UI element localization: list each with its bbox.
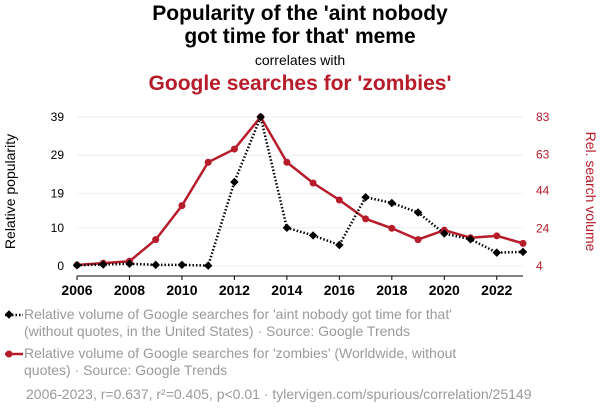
legend-swatch-dotted-diamond-icon xyxy=(4,310,23,319)
grid-lines xyxy=(77,116,523,267)
y-tick-left: 0 xyxy=(57,259,64,273)
x-tick-label: 2006 xyxy=(61,282,92,298)
chart-subtitle: Google searches for 'zombies' xyxy=(148,72,452,95)
legend-text-zombies-line1: Relative volume of Google searches for '… xyxy=(24,345,457,361)
x-tick-label: 2012 xyxy=(219,282,250,298)
x-tick-label: 2020 xyxy=(429,282,460,298)
x-tick-label: 2008 xyxy=(114,282,145,298)
point-zombies xyxy=(362,215,370,223)
x-tick-label: 2016 xyxy=(324,282,355,298)
x-tick-label: 2018 xyxy=(376,282,407,298)
point-zombies xyxy=(178,202,186,210)
chart-title-line1: Popularity of the 'aint nobody xyxy=(152,2,448,25)
y-tick-right: 83 xyxy=(536,110,550,124)
legend-swatch-solid-circle-icon xyxy=(5,350,23,358)
legend-text-zombies-line2: quotes) · Source: Google Trends xyxy=(24,362,228,378)
series-layer xyxy=(72,112,528,270)
point-zombies xyxy=(152,236,160,244)
point-meme xyxy=(361,192,370,202)
line-chart: 0 10 19 29 39 4 24 44 63 83 2006 2008 2010 2012 2014 20… xyxy=(2,110,599,298)
legend-text-meme: Relative volume of Google searches for '… xyxy=(24,306,584,340)
x-tick-label: 2010 xyxy=(166,282,197,298)
y-axis-label-left: Relative popularity xyxy=(2,134,18,249)
y-tick-left: 10 xyxy=(51,221,65,235)
legend-text-zombies: Relative volume of Google searches for '… xyxy=(24,345,584,379)
point-meme xyxy=(125,259,134,268)
y-tick-right: 63 xyxy=(536,148,550,162)
point-meme xyxy=(203,261,213,270)
legend-text-meme-line2: (without quotes, in the United States) ·… xyxy=(24,323,410,339)
point-meme xyxy=(518,247,528,257)
y-tick-right: 4 xyxy=(536,259,543,273)
point-zombies xyxy=(493,232,501,240)
series-line-zombies xyxy=(76,115,524,267)
point-zombies xyxy=(388,224,396,232)
point-meme xyxy=(151,260,160,270)
chart-title-block: Popularity of the 'aint nobody got time … xyxy=(0,2,600,96)
chart-title-connector: correlates with xyxy=(254,52,346,68)
y-tick-left: 39 xyxy=(51,110,65,124)
point-meme xyxy=(413,208,423,217)
point-meme xyxy=(440,229,449,238)
point-meme xyxy=(256,112,265,122)
point-meme xyxy=(72,260,82,270)
x-tick-label: 2014 xyxy=(271,282,302,298)
legend-text-meme-line1: Relative volume of Google searches for '… xyxy=(24,306,452,322)
axes: 0 10 19 29 39 4 24 44 63 83 2006 2008 2010 2012 2014 20… xyxy=(2,110,599,298)
point-zombies xyxy=(519,239,527,247)
y-tick-left: 29 xyxy=(51,148,65,162)
footer-stats: 2006-2023, r=0.637, r²=0.405, p<0.01 · t… xyxy=(26,386,532,402)
point-zombies xyxy=(283,158,291,166)
point-zombies xyxy=(335,196,343,204)
series-line-meme xyxy=(76,112,524,267)
point-meme xyxy=(230,177,239,187)
point-meme xyxy=(282,223,292,233)
point-meme xyxy=(177,260,187,270)
point-zombies xyxy=(230,145,238,153)
point-meme xyxy=(387,198,397,208)
point-meme xyxy=(308,231,318,240)
y-tick-left: 19 xyxy=(51,186,65,200)
point-meme xyxy=(492,248,502,257)
x-tick-label: 2022 xyxy=(481,282,512,298)
point-zombies xyxy=(309,179,317,187)
y-tick-right: 44 xyxy=(536,184,550,198)
point-meme xyxy=(98,260,108,269)
y-tick-right: 24 xyxy=(536,221,550,235)
point-zombies xyxy=(204,158,212,166)
point-zombies xyxy=(414,236,422,244)
point-meme xyxy=(335,240,344,250)
point-meme xyxy=(466,235,475,244)
chart-title-line2: got time for that' meme xyxy=(184,25,416,48)
y-axis-label-right: Rel. search volume xyxy=(583,132,599,252)
